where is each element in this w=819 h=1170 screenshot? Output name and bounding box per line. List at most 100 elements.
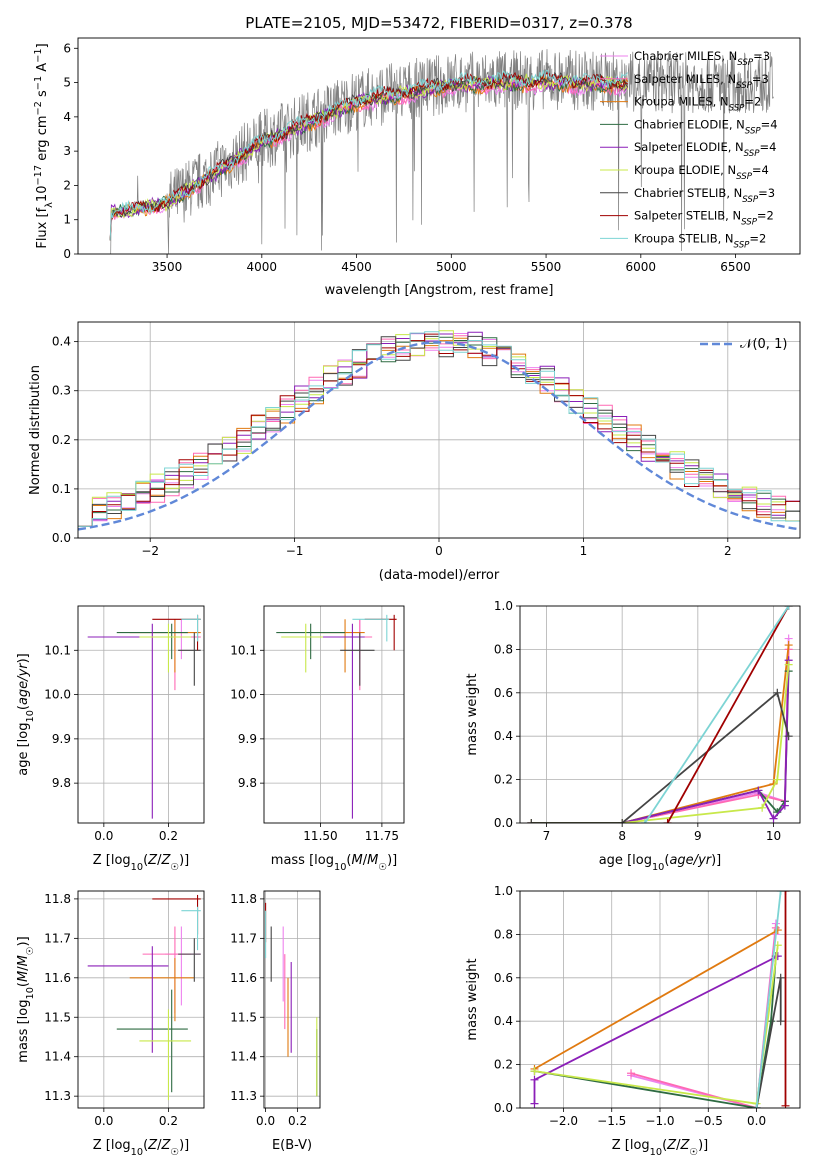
x-tick-label: 0.0 bbox=[747, 1114, 766, 1128]
x-axis-label: mass [log10(M/M☉)] bbox=[271, 853, 397, 873]
y-tick-label: 9.8 bbox=[238, 776, 257, 790]
weight-marker bbox=[752, 1104, 761, 1108]
legend-entry: Chabrier MILES, NSSP=3 bbox=[634, 49, 770, 68]
legend-entry: Salpeter STELIB, NSSP=2 bbox=[634, 209, 774, 228]
x-tick-label: 6000 bbox=[626, 260, 657, 274]
x-tick-label: 3500 bbox=[152, 260, 183, 274]
grid bbox=[78, 606, 204, 823]
plot-area bbox=[87, 894, 201, 1101]
axes-frame bbox=[77, 890, 205, 1109]
weight-marker bbox=[784, 732, 793, 741]
y-tick-label: 0.2 bbox=[494, 1058, 513, 1072]
y-tick-label: 11.4 bbox=[44, 1050, 71, 1064]
y-tick-label: 0.2 bbox=[52, 433, 71, 447]
x-tick-label: 10 bbox=[766, 829, 781, 843]
x-tick-label: 4000 bbox=[247, 260, 278, 274]
model-spectrum-line bbox=[109, 75, 629, 241]
x-axis-label: (data-model)/error bbox=[379, 568, 500, 583]
y-tick-label: 5 bbox=[63, 76, 71, 90]
y-tick-label: 11.7 bbox=[44, 931, 71, 945]
axes-frame bbox=[263, 605, 405, 824]
axes-mass_vs_EBV: 0.0 0.2 11.3 11.4 11.5 11.6 11.7 11.8 bbox=[230, 890, 321, 1128]
x-tick-label: 5000 bbox=[436, 260, 467, 274]
x-tick-label: 9 bbox=[694, 829, 702, 843]
model-spectrum-line bbox=[109, 70, 628, 241]
y-tick-label: 0.8 bbox=[494, 642, 513, 656]
weight-series-line bbox=[534, 929, 779, 1070]
y-tick-label: 0.4 bbox=[494, 729, 513, 743]
weight-marker bbox=[776, 973, 785, 982]
axes-age_vs_Z: 0.0 0.2 9.8 9.9 10.0 10.1 bbox=[44, 605, 205, 843]
y-tick-label: 0.4 bbox=[494, 1014, 513, 1028]
y-tick-label: 0.0 bbox=[494, 816, 513, 830]
weight-marker bbox=[776, 891, 785, 895]
plot-area bbox=[265, 902, 318, 1097]
y-tick-label: 0.6 bbox=[494, 686, 513, 700]
legend-entry: Kroupa MILES, NSSP=2 bbox=[634, 95, 761, 114]
axes-mass_vs_Z: 0.0 0.2 11.3 11.4 11.5 11.6 11.7 11.8 bbox=[44, 890, 205, 1128]
axes-residuals: −2 −1 0 1 2 0.0 0.1 0.2 0.3 0.4 bbox=[52, 321, 801, 558]
x-axis-label: E(B-V) bbox=[272, 1138, 312, 1153]
weight-marker bbox=[773, 952, 782, 961]
y-tick-label: 10.0 bbox=[230, 688, 257, 702]
x-tick-label: 0 bbox=[435, 544, 443, 558]
normal-reference-curve bbox=[78, 340, 800, 531]
y-axis-label: mass weight bbox=[465, 673, 480, 755]
y-tick-label: 10.1 bbox=[230, 643, 257, 657]
y-tick-label: 11.7 bbox=[230, 931, 257, 945]
weight-marker bbox=[781, 891, 790, 895]
x-tick-label: 0.0 bbox=[94, 829, 113, 843]
model-spectrum-line bbox=[109, 73, 629, 241]
weight-marker bbox=[527, 819, 536, 823]
y-tick-label: 0.6 bbox=[494, 971, 513, 985]
y-tick-label: 11.8 bbox=[230, 892, 257, 906]
plot-area bbox=[78, 330, 800, 531]
y-axis-label: Flux [fλ10−17 erg cm−2 s−1 A−1] bbox=[33, 43, 55, 248]
weight-marker bbox=[784, 660, 793, 669]
axes-frame bbox=[77, 321, 801, 539]
legend-entry: Chabrier ELODIE, NSSP=4 bbox=[634, 117, 778, 136]
y-tick-label: 10.0 bbox=[44, 688, 71, 702]
weight-marker bbox=[663, 819, 672, 823]
weight-marker bbox=[627, 1069, 636, 1078]
weight-marker bbox=[780, 801, 789, 810]
plot-area bbox=[527, 606, 793, 823]
grid bbox=[264, 606, 404, 823]
legend-entry: Kroupa ELODIE, NSSP=4 bbox=[634, 163, 769, 182]
x-tick-label: 5500 bbox=[531, 260, 562, 274]
weight-series-line bbox=[755, 891, 782, 1108]
weight-marker bbox=[530, 1099, 539, 1108]
weight-marker bbox=[769, 814, 778, 823]
y-tick-label: 2 bbox=[63, 178, 71, 192]
x-tick-label: −1 bbox=[286, 544, 304, 558]
y-tick-label: 9.8 bbox=[52, 776, 71, 790]
x-tick-label: 2 bbox=[724, 544, 732, 558]
weight-marker bbox=[773, 688, 782, 697]
y-axis-label: Normed distribution bbox=[28, 365, 43, 495]
y-tick-label: 0.2 bbox=[494, 773, 513, 787]
axes-weight_vs_Z: −2.0 −1.5 −1.0 −0.5 0.0 0.0 0.2 0.4 0.6 0.8 1.0 bbox=[494, 884, 801, 1128]
y-tick-label: 0 bbox=[63, 247, 71, 261]
chart-title: PLATE=2105, MJD=53472, FIBERID=0317, z=0… bbox=[245, 14, 632, 32]
legend-entry: Salpeter ELODIE, NSSP=4 bbox=[634, 140, 776, 159]
y-tick-label: 0.0 bbox=[494, 1101, 513, 1115]
x-tick-label: −0.5 bbox=[694, 1114, 723, 1128]
y-tick-label: 0.0 bbox=[52, 531, 71, 545]
y-axis-label: age [log10(age/yr)] bbox=[16, 653, 36, 776]
y-tick-label: 0.3 bbox=[52, 384, 71, 398]
legend-entry: Salpeter MILES, NSSP=3 bbox=[634, 72, 769, 91]
x-tick-label: 0.2 bbox=[288, 1114, 307, 1128]
y-tick-label: 11.5 bbox=[44, 1010, 71, 1024]
model-spectrum-line bbox=[109, 69, 628, 241]
weight-series-line bbox=[531, 691, 790, 823]
x-tick-label: 1 bbox=[580, 544, 588, 558]
grid bbox=[78, 891, 204, 1108]
weight-marker bbox=[618, 819, 627, 823]
weight-series-line bbox=[644, 606, 790, 823]
y-tick-label: 11.6 bbox=[230, 971, 257, 985]
weight-series-line bbox=[630, 923, 777, 1108]
weight-series-line bbox=[531, 638, 790, 823]
weight-marker bbox=[758, 803, 767, 812]
x-axis-label: Z [log10(Z/Z☉)] bbox=[93, 853, 190, 873]
y-tick-label: 11.3 bbox=[44, 1089, 71, 1103]
